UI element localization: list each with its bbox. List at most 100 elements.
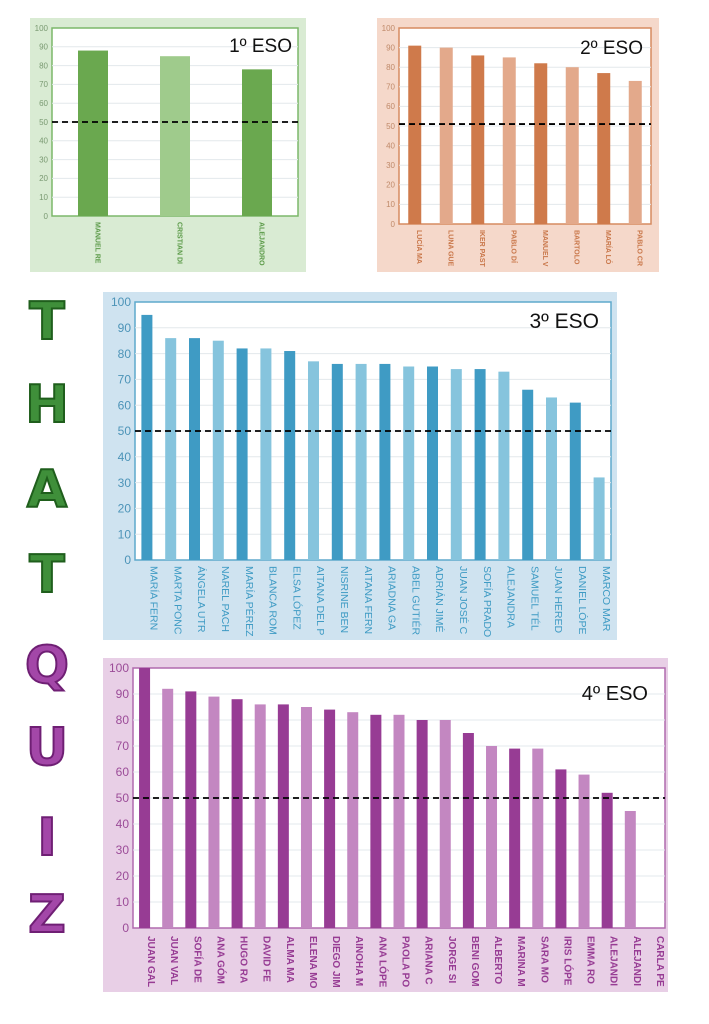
chart-2eso: 0 10 20 30 40 50 60 70 80 90 100 LUCÍA MA LUNA GUE IK…: [382, 24, 652, 268]
y-tick-label: 0: [391, 220, 396, 229]
y-tick-label: 20: [118, 502, 132, 516]
y-tick-label: 50: [118, 424, 132, 438]
x-tick-label: JUAN HERED: [552, 566, 564, 634]
bar: [509, 748, 521, 928]
bar: [597, 73, 611, 224]
bar: [628, 80, 642, 224]
y-tick-label: 50: [39, 118, 48, 127]
y-tick-label: 100: [111, 295, 131, 309]
x-tick-label: MARCO MAR: [600, 566, 612, 632]
bar: [355, 363, 367, 560]
bar: [408, 45, 422, 224]
y-tick-label: 80: [116, 713, 130, 727]
bar: [403, 366, 415, 560]
x-tick-label: LUCÍA MA: [415, 230, 424, 264]
y-tick-label: 40: [386, 141, 395, 150]
y-tick-label: 80: [386, 63, 395, 72]
x-tick-label: PAOLA PO: [400, 936, 411, 987]
bar: [300, 707, 312, 928]
bar: [165, 338, 177, 560]
bar: [185, 691, 197, 928]
y-tick-label: 0: [44, 212, 49, 221]
x-tick-label: IKER PAST: [478, 230, 485, 268]
y-tick-label: 10: [116, 895, 130, 909]
x-tick-label: BENI GOM: [469, 936, 480, 987]
bar: [474, 369, 486, 560]
title-letter-t2: T: [28, 544, 65, 606]
bar: [601, 792, 613, 928]
chart-3eso: 0 10 20 30 40 50 60 70 80 90 100 MARÍA FERN MARTA PO…: [111, 295, 612, 637]
chart-title: 4º ESO: [582, 683, 648, 705]
bar: [450, 369, 462, 560]
bar: [532, 748, 544, 928]
bar: [162, 688, 174, 928]
bar: [578, 774, 590, 928]
x-tick-label: ALEJANDI: [631, 936, 642, 986]
y-tick-label: 100: [109, 661, 129, 675]
title-letter-a: A: [26, 459, 68, 521]
y-tick-label: 40: [39, 137, 48, 146]
y-tick-label: 70: [116, 739, 130, 753]
bar: [189, 338, 200, 560]
x-tick-label: DAVID FE: [261, 936, 272, 982]
x-tick-label: ARIADNA GA: [386, 566, 398, 630]
bar: [534, 63, 548, 224]
x-tick-label: PABLO CR: [636, 230, 643, 266]
y-tick-label: 30: [386, 161, 395, 170]
bar: [78, 50, 108, 217]
chart-panel-4eso: 0 10 20 30 40 50 60 70 80 90 100 JUAN GAL JUAN VAL SO…: [103, 658, 668, 992]
x-tick-label: NAREL PACH: [219, 566, 231, 632]
x-tick-label: IRIS LÓPE: [561, 936, 574, 986]
y-tick-label: 20: [39, 174, 48, 183]
x-tick-label: ANA GÓM: [214, 936, 227, 984]
x-tick-label: MARÍA PÉREZ: [243, 566, 256, 637]
bar: [593, 477, 605, 560]
y-tick-label: 90: [118, 321, 132, 335]
y-tick-label: 40: [118, 450, 132, 464]
x-tick-label: MARTA PONC: [171, 566, 183, 635]
x-tick-label: JUAN VAL: [168, 936, 179, 985]
x-tick-label: ALEJANDI: [608, 936, 619, 986]
x-tick-label: EMMA RO: [585, 936, 596, 984]
bar: [347, 712, 359, 928]
title-letter-i: I: [36, 807, 57, 869]
y-tick-label: 30: [39, 155, 48, 164]
bar: [486, 746, 498, 928]
x-tick-label: MANUEL RE: [93, 222, 100, 264]
bar: [393, 714, 405, 928]
y-tick-label: 10: [118, 527, 132, 541]
title-letter-q: Q: [24, 635, 70, 697]
y-tick-label: 0: [124, 553, 131, 567]
bar: [546, 397, 557, 560]
x-tick-label: AITANA DEL P: [314, 566, 326, 635]
bar: [565, 67, 579, 224]
x-tick-label: ABEL GUTIÉR: [409, 566, 422, 635]
bar: [308, 361, 319, 560]
chart-panel-1eso: 0 10 20 30 40 50 60 70 80 90 100 MANUEL RE CRISTIAN …: [30, 18, 306, 272]
x-tick-label: LUNA GUE: [447, 230, 454, 267]
x-tick-label: SOFÍA PRADO: [481, 566, 494, 637]
chart-title: 2º ESO: [580, 38, 643, 59]
bar: [231, 699, 243, 928]
x-tick-label: DIEGO JIM: [330, 936, 341, 988]
chart-4eso: 0 10 20 30 40 50 60 70 80 90 100 JUAN GAL JUAN VAL SO…: [109, 661, 666, 989]
y-tick-label: 10: [39, 193, 48, 202]
bar: [379, 363, 391, 560]
bar: [439, 720, 451, 928]
y-tick-label: 70: [386, 83, 395, 92]
bar: [439, 47, 453, 224]
x-tick-label: SAMUEL TÉL: [528, 566, 541, 631]
x-tick-label: ADRIÁN JIMÉ: [433, 566, 446, 633]
x-tick-label: ÁNGELA UTR: [195, 566, 208, 633]
bar: [569, 402, 581, 560]
y-tick-label: 60: [118, 398, 132, 412]
x-tick-label: MARINA M: [515, 936, 526, 987]
bar: [254, 704, 266, 928]
y-tick-label: 0: [122, 921, 129, 935]
chart-1eso: 0 10 20 30 40 50 60 70 80 90 100 MANUEL RE CRISTIAN …: [35, 24, 299, 266]
bar: [284, 351, 296, 560]
x-tick-label: ELENA MO: [307, 936, 318, 989]
y-tick-label: 20: [116, 869, 130, 883]
y-tick-label: 90: [116, 687, 130, 701]
x-tick-label: DANIEL LÓPE: [576, 566, 589, 634]
